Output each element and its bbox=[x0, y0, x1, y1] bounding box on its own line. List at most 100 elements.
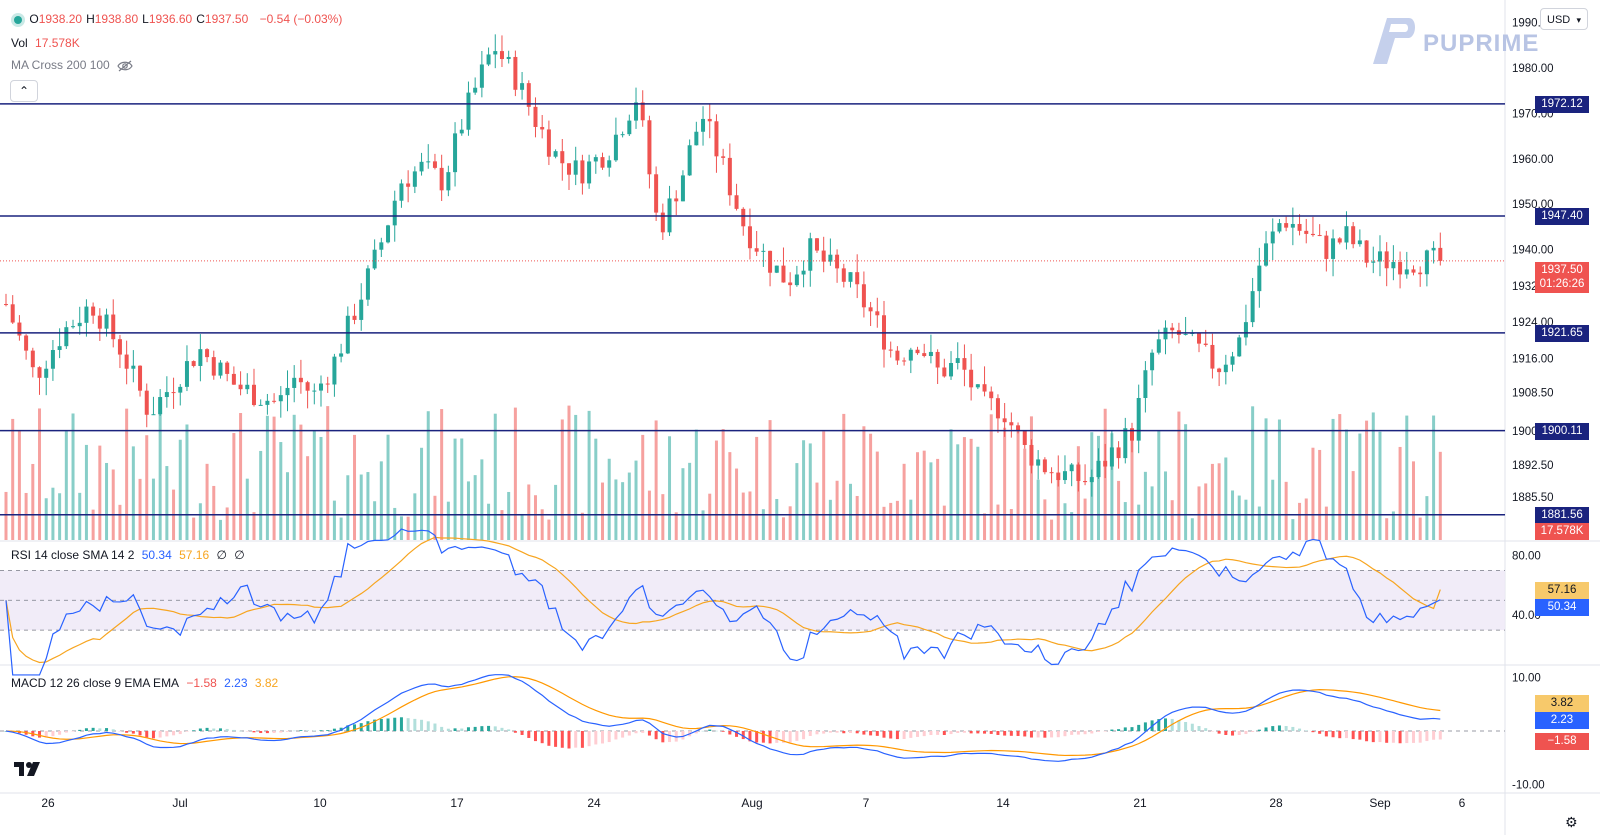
volume-tag: 17.578K bbox=[1535, 523, 1589, 540]
macd-histogram-bar bbox=[1217, 731, 1221, 734]
candle-body bbox=[392, 200, 397, 226]
candle-body bbox=[855, 272, 860, 285]
candle-body bbox=[144, 390, 149, 415]
macd-line bbox=[5, 674, 1441, 762]
volume-bar bbox=[1311, 447, 1315, 540]
tradingview-logo[interactable] bbox=[14, 760, 44, 778]
volume-bar bbox=[1284, 481, 1288, 540]
volume-bar bbox=[1197, 486, 1201, 540]
macd-histogram-bar bbox=[473, 726, 477, 731]
candle-body bbox=[272, 400, 277, 402]
macd-histogram-bar bbox=[265, 731, 269, 734]
macd-histogram-bar bbox=[51, 731, 55, 737]
candle-body bbox=[138, 365, 143, 391]
macd-histogram-bar bbox=[1318, 731, 1322, 734]
candle-body bbox=[902, 360, 907, 362]
volume-bar bbox=[895, 500, 899, 540]
currency-selector[interactable]: USD ▾ bbox=[1540, 8, 1588, 30]
candle-body bbox=[332, 356, 337, 385]
macd-histogram-bar bbox=[440, 726, 444, 731]
volume-bar bbox=[1425, 496, 1429, 540]
candle-body bbox=[37, 367, 42, 378]
candle-body bbox=[1089, 477, 1094, 483]
volume-bar bbox=[420, 447, 424, 540]
candle-body bbox=[1297, 223, 1302, 231]
candle-body bbox=[1197, 332, 1202, 344]
macd-histogram-bar bbox=[1056, 731, 1060, 738]
ma-cross-label: MA Cross 200 100 bbox=[11, 58, 110, 72]
volume-bar bbox=[761, 509, 765, 540]
candle-body bbox=[191, 361, 196, 366]
volume-bar bbox=[688, 462, 692, 540]
macd-histogram-bar bbox=[1257, 729, 1261, 731]
candle-body bbox=[835, 254, 840, 269]
ohlc-value-O: 1938.20 bbox=[38, 12, 83, 26]
macd-tick-label: 10.00 bbox=[1512, 672, 1541, 684]
volume-bar bbox=[976, 446, 980, 540]
volume-bar bbox=[1217, 463, 1221, 540]
macd-histogram-bar bbox=[748, 731, 752, 742]
macd-histogram-bar bbox=[1438, 731, 1442, 740]
volume-bar bbox=[554, 484, 558, 540]
candle-body bbox=[1304, 230, 1309, 234]
macd-histogram-bar bbox=[71, 731, 75, 732]
ma-legend[interactable]: MA Cross 200 100 bbox=[11, 58, 133, 72]
rsi-line bbox=[5, 528, 1441, 676]
macd-histogram-bar bbox=[38, 731, 42, 738]
macd-histogram-bar bbox=[654, 731, 658, 740]
macd-histogram-bar bbox=[641, 731, 645, 733]
volume-bar bbox=[1150, 486, 1154, 540]
volume-bar bbox=[466, 481, 470, 540]
candle-body bbox=[10, 304, 15, 323]
macd-histogram-bar bbox=[138, 731, 142, 736]
macd-histogram-bar bbox=[218, 728, 222, 731]
volume-bar bbox=[735, 468, 739, 540]
volume-bar bbox=[1029, 416, 1033, 540]
volume-bar bbox=[1143, 471, 1147, 540]
macd-histogram-bar bbox=[1385, 731, 1389, 743]
volume-bar bbox=[426, 411, 430, 540]
volume-bar bbox=[1036, 479, 1040, 540]
macd-histogram-bar bbox=[1291, 726, 1295, 731]
macd-histogram-bar bbox=[480, 726, 484, 731]
candle-body bbox=[607, 160, 612, 168]
volume-bar bbox=[332, 500, 336, 540]
macd-histogram-bar bbox=[862, 731, 866, 735]
macd-histogram-bar bbox=[983, 731, 987, 734]
macd-histogram-bar bbox=[299, 730, 303, 731]
candle-body bbox=[171, 392, 176, 394]
macd-hist-value: −1.58 bbox=[186, 676, 217, 690]
gear-icon[interactable]: ⚙ bbox=[1565, 814, 1578, 830]
ohlc-label-H: H bbox=[86, 12, 95, 26]
volume-bar bbox=[681, 468, 685, 540]
macd-histogram-bar bbox=[433, 723, 437, 731]
volume-bar bbox=[1244, 499, 1248, 540]
candle-body bbox=[352, 315, 357, 320]
candle-body bbox=[694, 131, 699, 146]
candle-body bbox=[1277, 223, 1282, 232]
volume-bar bbox=[366, 472, 370, 540]
candle-body bbox=[1237, 337, 1242, 357]
time-tick-label: 14 bbox=[996, 796, 1010, 810]
candle-body bbox=[359, 299, 364, 320]
candle-body bbox=[1210, 344, 1215, 369]
candle-body bbox=[97, 315, 102, 329]
candle-body bbox=[225, 362, 230, 374]
volume-bar bbox=[500, 510, 504, 540]
macd-histogram-bar bbox=[842, 731, 846, 734]
macd-histogram-bar bbox=[781, 731, 785, 743]
macd-histogram-bar bbox=[580, 731, 584, 748]
volume-bar bbox=[279, 442, 283, 540]
price-tick-label: 1916.00 bbox=[1512, 353, 1554, 365]
candle-body bbox=[158, 397, 163, 415]
candle-body bbox=[238, 384, 243, 390]
macd-histogram-bar bbox=[554, 731, 558, 747]
ohlc-legend: O1938.20 H1938.80 L1936.60 C1937.50 −0.54 (… bbox=[14, 12, 346, 26]
candle-body bbox=[1418, 272, 1423, 275]
collapse-legend-button[interactable]: ⌃ bbox=[10, 80, 38, 102]
eye-off-icon[interactable] bbox=[117, 60, 133, 72]
candle-body bbox=[660, 212, 665, 233]
macd-histogram-bar bbox=[594, 731, 598, 745]
macd-histogram-bar bbox=[567, 731, 571, 749]
